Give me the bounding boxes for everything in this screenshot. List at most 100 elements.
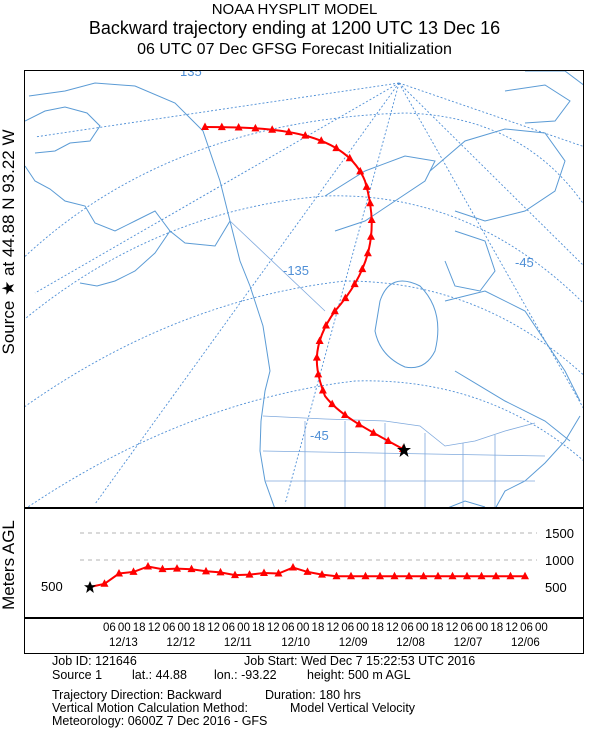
time-axis-canvas: 06 00 18 12 06 00 18 12 06 00 18 12 06 00 18 12 06 00 18 12… [103, 622, 548, 649]
height-marker [376, 571, 384, 580]
time-tick-label: 12 [386, 622, 399, 634]
height-marker [216, 567, 225, 576]
trajectory-marker [328, 399, 337, 408]
date-label: 12/12 [166, 637, 195, 649]
trajectory-marker [314, 369, 323, 378]
trajectory-marker [317, 136, 326, 144]
time-tick-label: 12 [267, 622, 280, 634]
time-tick-label: 00 [356, 622, 369, 634]
date-label: 12/07 [454, 637, 483, 649]
coastlines [25, 71, 583, 507]
trajectory-marker [363, 248, 372, 257]
time-tick-label: 06 [520, 622, 533, 634]
star-icon [397, 443, 411, 457]
trajectory-marker [201, 122, 209, 130]
height-marker [361, 571, 370, 580]
time-tick-label: 00 [177, 622, 190, 634]
height-profile-chart: 500 1000 1500 500 [24, 508, 584, 618]
time-tick-label: 12 [326, 622, 339, 634]
trajectory-marker [217, 122, 226, 131]
vertical-motion-value: Model Vertical Velocity [290, 701, 416, 715]
lon-label-135: 135 [180, 71, 202, 79]
height-marker [158, 564, 167, 573]
time-tick-label: 12 [207, 622, 220, 634]
time-tick-label: 18 [192, 622, 205, 634]
height-marker [434, 571, 442, 580]
trajectory-map[interactable]: 135 -135 -45 -45 [24, 70, 584, 508]
height-marker [303, 567, 312, 575]
height-tick-label: 500 [545, 580, 567, 595]
time-tick-label: 18 [431, 622, 444, 634]
trajectory-marker [318, 385, 327, 394]
date-label: 12/10 [281, 637, 310, 649]
lon-label-neg45-south: -45 [310, 428, 329, 443]
time-tick-label: 00 [475, 622, 488, 634]
trajectory-marker [251, 123, 260, 132]
trajectory-marker [367, 232, 376, 240]
trajectory-path [201, 122, 407, 452]
height-marker [144, 561, 152, 570]
graticule-labels: 135 -135 -45 -45 [180, 71, 534, 443]
time-tick-label: 06 [341, 622, 354, 634]
trajectory-marker [354, 419, 363, 428]
date-label: 12/09 [339, 637, 368, 649]
trajectory-marker [330, 306, 339, 315]
height-marker [332, 571, 341, 580]
trajectory-marker [358, 264, 367, 273]
time-tick-label: 12 [505, 622, 518, 634]
height-tick-label: 1500 [545, 526, 574, 541]
height-marker [463, 571, 471, 580]
trajectory-direction: Trajectory Direction: Backward [52, 688, 222, 702]
meters-agl-axis-label: Meters AGL [0, 520, 18, 610]
time-tick-label: 12 [148, 622, 161, 634]
trajectory-marker [367, 215, 376, 224]
height-marker [115, 569, 123, 577]
time-tick-label: 00 [118, 622, 131, 634]
date-label: 12/11 [224, 637, 252, 649]
height-marker [506, 571, 515, 580]
trajectory-marker [356, 166, 365, 175]
trajectory-marker [315, 336, 324, 345]
source-lat: lat.: 44.88 [132, 668, 187, 682]
trajectory-marker [332, 143, 341, 152]
time-tick-label: 18 [252, 622, 265, 634]
time-tick-label: 00 [237, 622, 250, 634]
time-tick-label: 00 [297, 622, 310, 634]
height-marker [477, 571, 486, 580]
height-marker [173, 564, 181, 572]
height-marker [100, 579, 109, 587]
trajectory-marker [321, 321, 330, 329]
map-canvas: 135 -135 -45 -45 [25, 71, 583, 507]
model-title: NOAA HYSPLIT MODEL [211, 1, 378, 18]
left-500-label: 500 [41, 579, 63, 594]
borders [229, 220, 546, 507]
vertical-motion-method: Vertical Motion Calculation Method: [52, 701, 248, 715]
time-tick-label: 18 [371, 622, 384, 634]
source-lon: lon.: -93.22 [214, 668, 277, 682]
trajectory-marker [268, 125, 277, 133]
height-marker [274, 569, 283, 577]
height-marker [390, 571, 399, 580]
height-marker [419, 571, 428, 580]
height-marker [260, 568, 268, 576]
source-location-label: Source ★ at 44.88 N 93.22 W [0, 129, 18, 355]
height-tick-label: 1000 [545, 553, 574, 568]
trajectory-marker [362, 182, 371, 190]
source-number: Source 1 [52, 668, 103, 682]
time-tick-label: 06 [163, 622, 176, 634]
time-tick-label: 18 [312, 622, 325, 634]
trajectory-marker [234, 122, 243, 131]
trajectory-marker [369, 428, 378, 436]
date-label: 12/08 [396, 637, 425, 649]
height-marker [521, 571, 529, 580]
height-marker [202, 566, 210, 575]
trajectory-title: Backward trajectory ending at 1200 UTC 1… [88, 18, 501, 38]
height-marker [289, 563, 297, 571]
trajectory-marker [345, 153, 354, 162]
time-tick-label: 06 [103, 622, 116, 634]
job-id: Job ID: 121646 [52, 654, 137, 668]
time-tick-label: 18 [133, 622, 146, 634]
trajectory-marker [341, 410, 350, 418]
trajectory-marker [312, 353, 321, 361]
lon-label-neg135: -135 [283, 263, 309, 278]
